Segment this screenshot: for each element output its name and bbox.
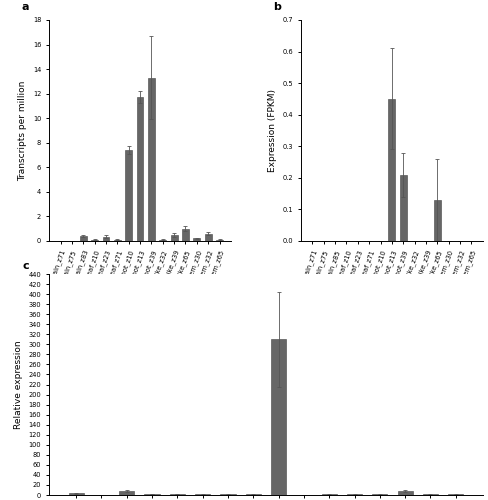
Bar — [322, 494, 337, 495]
Y-axis label: Transcripts per million: Transcripts per million — [18, 80, 27, 180]
Bar — [195, 494, 210, 495]
Bar — [221, 494, 236, 495]
Bar — [148, 78, 155, 241]
Text: c: c — [23, 261, 29, 271]
Bar — [347, 494, 362, 495]
Bar — [271, 340, 286, 495]
Bar — [114, 240, 121, 241]
Text: a: a — [21, 2, 29, 12]
Bar — [398, 491, 413, 495]
Bar — [216, 240, 223, 241]
Bar — [91, 240, 98, 241]
Bar — [137, 98, 143, 241]
Bar — [205, 234, 212, 241]
Bar — [68, 494, 84, 495]
Bar — [80, 236, 87, 241]
Bar — [144, 494, 160, 495]
Bar — [125, 150, 132, 241]
Bar — [423, 494, 438, 495]
Bar — [448, 494, 464, 495]
Y-axis label: Relative expression: Relative expression — [14, 340, 23, 429]
Bar — [171, 235, 178, 241]
Bar — [434, 200, 441, 241]
Bar — [182, 228, 189, 241]
Bar — [119, 491, 134, 495]
Bar — [193, 238, 200, 241]
Bar — [400, 174, 407, 241]
Bar — [372, 494, 387, 495]
Bar — [388, 99, 395, 241]
Bar — [170, 494, 185, 495]
Bar — [160, 240, 166, 241]
Bar — [102, 236, 109, 241]
Bar — [246, 494, 261, 495]
Y-axis label: Expression (FPKM): Expression (FPKM) — [268, 89, 277, 172]
Text: b: b — [273, 2, 281, 12]
